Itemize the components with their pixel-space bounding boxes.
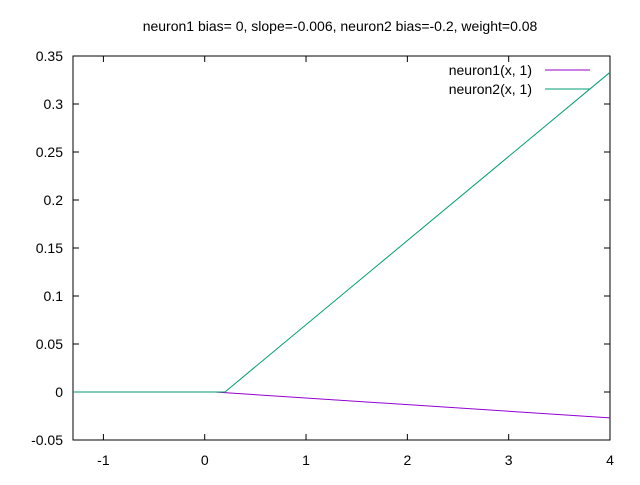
y-tick-label: 0.1 [44, 288, 64, 304]
series-lines [73, 71, 611, 419]
x-tick-label: 2 [403, 452, 411, 468]
legend: neuron1(x, 1) neuron2(x, 1) [449, 62, 590, 97]
legend-label-1: neuron1(x, 1) [449, 62, 532, 78]
legend-label-2: neuron2(x, 1) [449, 81, 532, 97]
y-tick-label: 0 [55, 384, 63, 400]
series-line-1 [73, 391, 611, 419]
y-tick-label: 0.35 [36, 48, 63, 64]
y-tick-label: 0.3 [44, 96, 64, 112]
plot-frame [72, 55, 611, 441]
y-tick-label: -0.05 [31, 432, 63, 448]
x-tick-label: 4 [606, 452, 614, 468]
chart-title: neuron1 bias= 0, slope=-0.006, neuron2 b… [143, 18, 538, 34]
x-tick-label: 0 [201, 452, 209, 468]
x-tick-label: 1 [302, 452, 310, 468]
x-tick-label: -1 [97, 452, 110, 468]
y-tick-label: 0.05 [36, 336, 63, 352]
series-line-2 [73, 71, 611, 393]
y-tick-label: 0.2 [44, 192, 64, 208]
y-tick-label: 0.25 [36, 144, 63, 160]
x-tick-label: 3 [505, 452, 513, 468]
axis-ticks: -1 0 1 2 3 4 -0.05 0 0.05 0.1 0.15 0.2 0.25 0.3 0.35 [31, 48, 614, 468]
y-tick-label: 0.15 [36, 240, 63, 256]
